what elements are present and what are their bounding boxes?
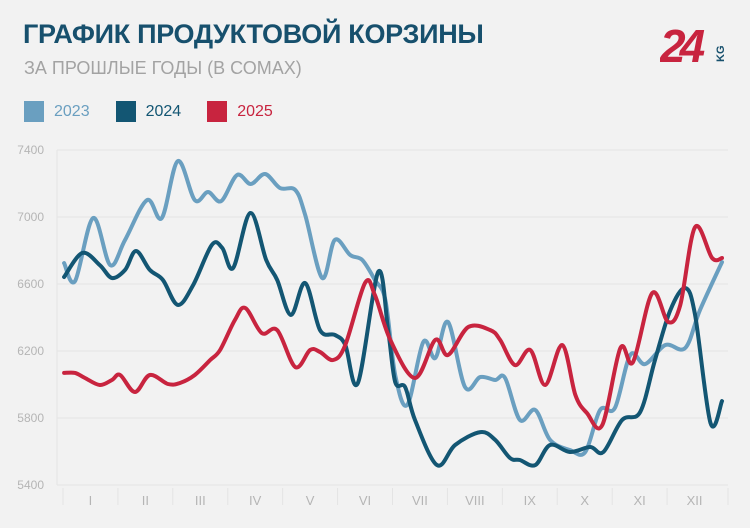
y-tick-label: 5800 xyxy=(17,411,44,425)
legend: 2023 2024 2025 xyxy=(24,101,299,122)
series-line-2023 xyxy=(62,159,724,457)
legend-item-2025: 2025 xyxy=(207,101,273,122)
legend-swatch-2023 xyxy=(24,101,44,122)
legend-item-2024: 2024 xyxy=(115,101,182,122)
x-tick-label: IV xyxy=(249,493,262,508)
x-tick-label: I xyxy=(89,493,93,508)
y-tick-label: 7400 xyxy=(17,143,44,157)
x-tick-label: VI xyxy=(359,493,371,508)
series-line-2025 xyxy=(62,223,724,431)
logo-24kg: 24 KG xyxy=(660,22,727,67)
y-tick-label: 6600 xyxy=(17,277,44,291)
legend-label-2023: 2023 xyxy=(54,102,90,120)
x-tick-label: XII xyxy=(687,493,703,508)
legend-item-2023: 2023 xyxy=(24,101,90,122)
chart-title: ГРАФИК ПРОДУКТОВОЙ КОРЗИНЫ xyxy=(23,19,484,49)
chart-subtitle: ЗА ПРОШЛЫЕ ГОДЫ (В СОМАХ) xyxy=(24,58,302,78)
series-line-2024 xyxy=(62,210,724,468)
y-tick-label: 6200 xyxy=(17,344,44,358)
x-tick-label: III xyxy=(195,493,206,508)
legend-swatch-2025 xyxy=(207,101,228,122)
x-tick-label: XI xyxy=(633,493,645,508)
legend-label-2024: 2024 xyxy=(145,102,182,120)
y-tick-label: 7000 xyxy=(17,210,44,224)
x-tick-label: VII xyxy=(412,493,428,508)
y-tick-label: 5400 xyxy=(17,478,44,492)
legend-label-2025: 2025 xyxy=(237,102,273,120)
x-tick-label: X xyxy=(580,493,589,508)
legend-swatch-2024 xyxy=(115,101,136,122)
x-tick-label: V xyxy=(306,493,315,508)
x-tick-label: IX xyxy=(524,493,537,508)
x-tick-label: II xyxy=(142,493,149,508)
x-tick-label: VIII xyxy=(465,493,485,508)
logo-suffix: KG xyxy=(715,46,727,63)
